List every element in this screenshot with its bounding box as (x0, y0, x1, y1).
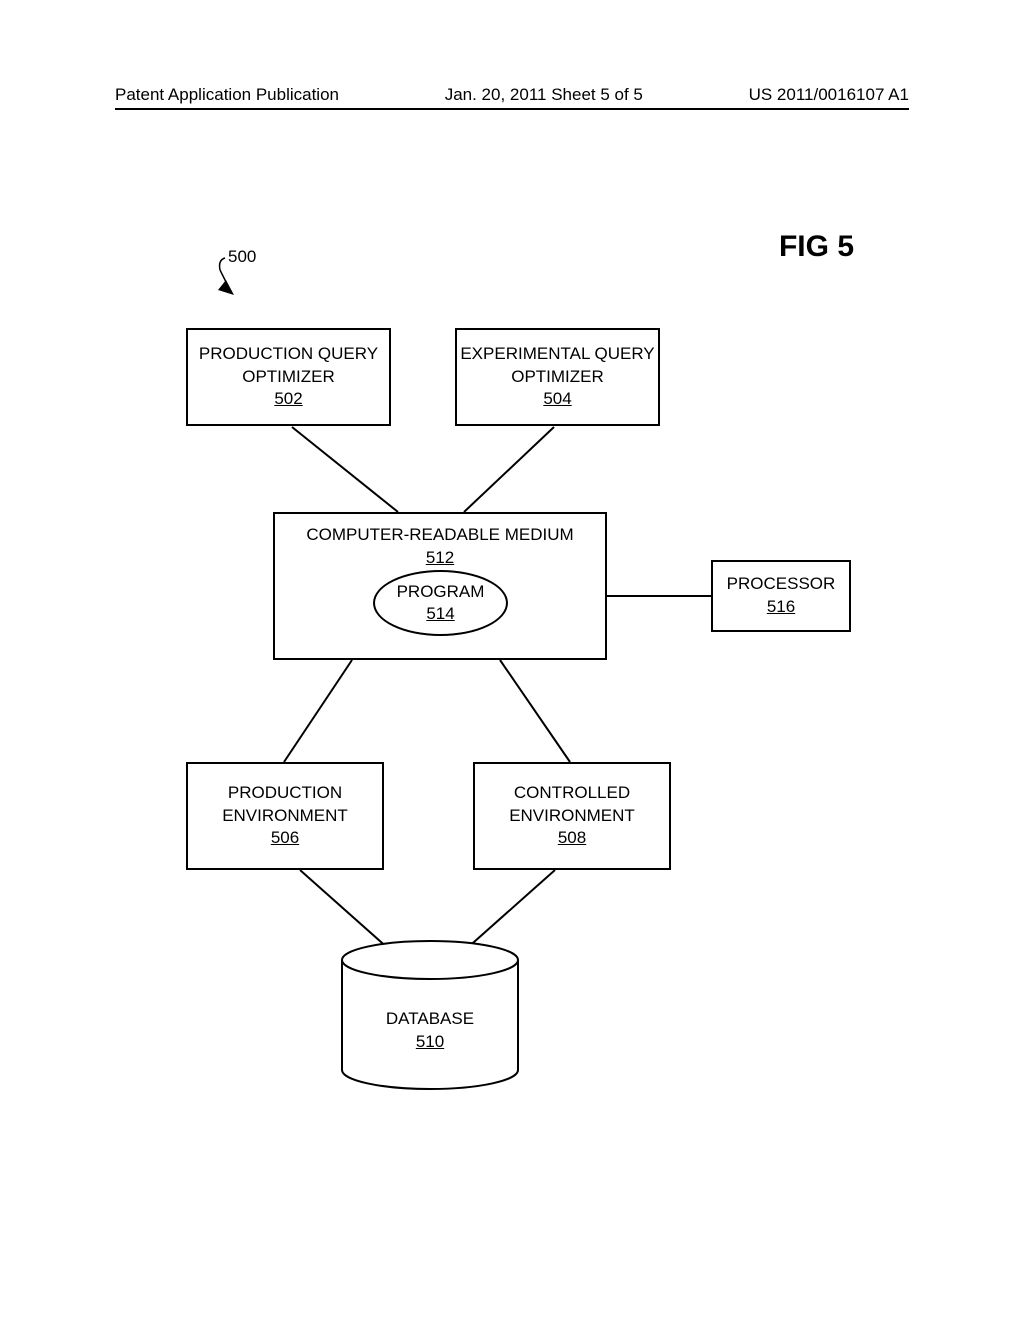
header-divider (115, 108, 909, 110)
database-label: DATABASE (340, 1008, 520, 1031)
experimental-query-optimizer-ref: 504 (543, 388, 571, 411)
production-query-optimizer-label: PRODUCTION QUERY OPTIMIZER (188, 343, 389, 389)
program-ref: 514 (426, 603, 454, 625)
header-date-sheet: Jan. 20, 2011 Sheet 5 of 5 (445, 85, 643, 105)
experimental-query-optimizer-box: EXPERIMENTAL QUERY OPTIMIZER 504 (455, 328, 660, 426)
experimental-query-optimizer-label: EXPERIMENTAL QUERY OPTIMIZER (457, 343, 658, 389)
production-environment-label: PRODUCTION ENVIRONMENT (188, 782, 382, 828)
header-patent-number: US 2011/0016107 A1 (749, 85, 909, 105)
processor-box: PROCESSOR 516 (711, 560, 851, 632)
computer-readable-medium-ref: 512 (426, 547, 454, 570)
figure-ref-marker: 500 (228, 247, 256, 267)
production-environment-box: PRODUCTION ENVIRONMENT 506 (186, 762, 384, 870)
controlled-environment-ref: 508 (558, 827, 586, 850)
production-query-optimizer-box: PRODUCTION QUERY OPTIMIZER 502 (186, 328, 391, 426)
controlled-environment-box: CONTROLLED ENVIRONMENT 508 (473, 762, 671, 870)
header-publication: Patent Application Publication (115, 85, 339, 105)
processor-label: PROCESSOR (727, 573, 836, 596)
computer-readable-medium-label: COMPUTER-READABLE MEDIUM (306, 524, 573, 547)
connectors (0, 0, 1024, 1320)
production-query-optimizer-ref: 502 (274, 388, 302, 411)
ref-arrow (0, 0, 1024, 1320)
database-cylinder: DATABASE 510 (340, 940, 520, 1080)
program-label: PROGRAM (397, 581, 485, 603)
program-ellipse: PROGRAM 514 (373, 570, 508, 636)
figure-title: FIG 5 (779, 230, 854, 264)
controlled-environment-label: CONTROLLED ENVIRONMENT (475, 782, 669, 828)
processor-ref: 516 (767, 596, 795, 619)
production-environment-ref: 506 (271, 827, 299, 850)
database-ref: 510 (340, 1031, 520, 1054)
